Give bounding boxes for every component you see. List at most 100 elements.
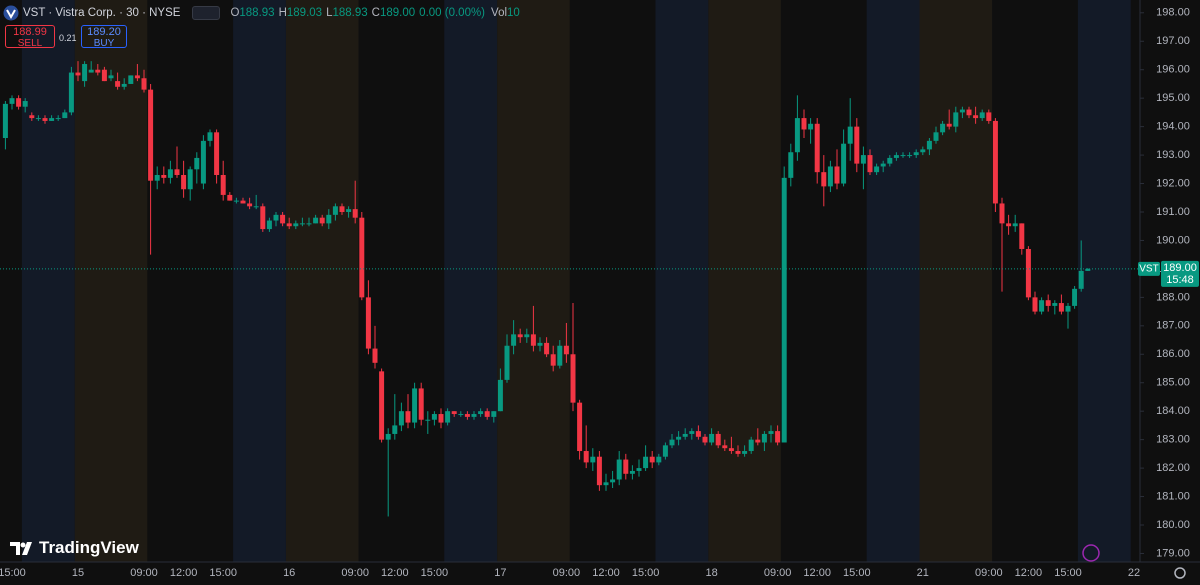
candle-body <box>814 123 820 173</box>
candle-body <box>247 203 253 207</box>
candle-body <box>471 414 477 417</box>
candle-body <box>207 132 213 141</box>
candle-body <box>233 200 239 202</box>
candle-body <box>669 439 675 446</box>
quick-action <box>1082 544 1100 562</box>
candle-body <box>636 468 642 471</box>
y-tick-label: 180.00 <box>1156 519 1190 531</box>
candle-body <box>517 334 523 338</box>
candle-body <box>1045 300 1051 306</box>
y-tick-label: 182.00 <box>1156 462 1190 474</box>
candle-body <box>55 118 61 120</box>
candle-body <box>610 479 616 483</box>
x-tick-label: 15:00 <box>1054 567 1082 579</box>
candle-body <box>913 152 919 156</box>
candle-body <box>511 334 517 346</box>
candle-body <box>577 402 583 452</box>
candle-body <box>75 72 81 76</box>
candle-body <box>478 411 484 415</box>
x-tick-label: 09:00 <box>553 567 581 579</box>
candle-body <box>1019 223 1025 249</box>
buy-button[interactable]: 189.20 BUY <box>81 25 127 49</box>
candle-body <box>801 118 807 130</box>
y-tick-label: 197.00 <box>1156 35 1190 47</box>
candle-body <box>293 223 299 227</box>
candle-body <box>867 155 873 173</box>
y-tick-label: 195.00 <box>1156 92 1190 104</box>
candle-body <box>29 115 35 119</box>
candle-body <box>1006 223 1012 227</box>
candle-body <box>735 451 741 454</box>
candle-body <box>273 214 279 221</box>
x-tick-label: 15:00 <box>0 567 26 579</box>
x-tick-label: 22 <box>1128 567 1140 579</box>
x-tick-label: 09:00 <box>975 567 1003 579</box>
candle-body <box>900 155 906 157</box>
candle-body <box>332 206 338 215</box>
sell-price: 188.99 <box>13 26 47 38</box>
candle-body <box>365 297 371 349</box>
candle-body <box>154 175 160 181</box>
watermark-text: TradingView <box>39 538 139 557</box>
settings-icon <box>1174 567 1186 579</box>
candle-body <box>16 98 22 107</box>
candle-body <box>689 431 695 434</box>
candle-body <box>933 132 939 141</box>
watermark[interactable]: TradingView <box>10 538 139 558</box>
candle-body <box>319 217 325 224</box>
low-key: L <box>326 7 333 19</box>
candle-body <box>986 112 992 121</box>
last-price-symbol-bg <box>1138 261 1160 276</box>
candle-body <box>405 411 411 423</box>
candle-body <box>240 200 246 204</box>
candle-body <box>748 439 754 452</box>
candle-body <box>570 354 576 403</box>
candle-body <box>616 459 622 480</box>
postmarket-shade <box>866 0 920 562</box>
candle-body <box>134 75 140 79</box>
candle-body <box>808 123 814 130</box>
symbol-title[interactable]: VST · Vistra Corp. · 30 · NYSE <box>23 7 181 19</box>
x-tick-label: 12:00 <box>803 567 831 579</box>
x-tick-label: 12:00 <box>381 567 409 579</box>
y-tick-label: 184.00 <box>1156 405 1190 417</box>
candle-body <box>425 419 431 421</box>
x-tick-label: 09:00 <box>341 567 369 579</box>
spread: 0.21 <box>59 33 77 43</box>
y-tick-label: 188.00 <box>1156 291 1190 303</box>
candle-body <box>583 451 589 463</box>
candle-body <box>907 155 913 157</box>
change: 0.00 (0.00%) <box>419 7 486 19</box>
candle-body <box>999 203 1005 224</box>
candle-body <box>306 223 312 225</box>
y-tick-label: 198.00 <box>1156 7 1190 19</box>
y-tick-label: 181.00 <box>1156 490 1190 502</box>
candle-body <box>9 98 15 104</box>
candle-body <box>781 177 787 443</box>
candle-body <box>596 456 602 486</box>
candle-body <box>352 209 358 218</box>
y-tick-label: 192.00 <box>1156 177 1190 189</box>
candle-body <box>181 175 187 190</box>
candle-body <box>418 388 424 420</box>
candle-body <box>722 445 728 449</box>
high-value: 189.03 <box>286 7 323 19</box>
candle-body <box>266 220 272 230</box>
visibility-toggle[interactable] <box>192 6 221 20</box>
watermark-logo <box>10 542 32 555</box>
candle-body <box>623 459 629 474</box>
candle-body <box>847 126 853 144</box>
candle-body <box>451 411 457 415</box>
candle-body <box>372 348 378 363</box>
candle-body <box>194 157 200 170</box>
candle-body <box>115 81 121 87</box>
buy-label: BUY <box>93 38 115 49</box>
candle-body <box>88 69 94 73</box>
sell-button[interactable]: 188.99 SELL <box>5 25 55 49</box>
candle-body <box>174 169 180 176</box>
candle-body <box>841 143 847 184</box>
candle-body <box>920 149 926 153</box>
candle-body <box>709 433 715 443</box>
premarket-shade <box>74 0 148 562</box>
premarket-shade <box>919 0 993 562</box>
